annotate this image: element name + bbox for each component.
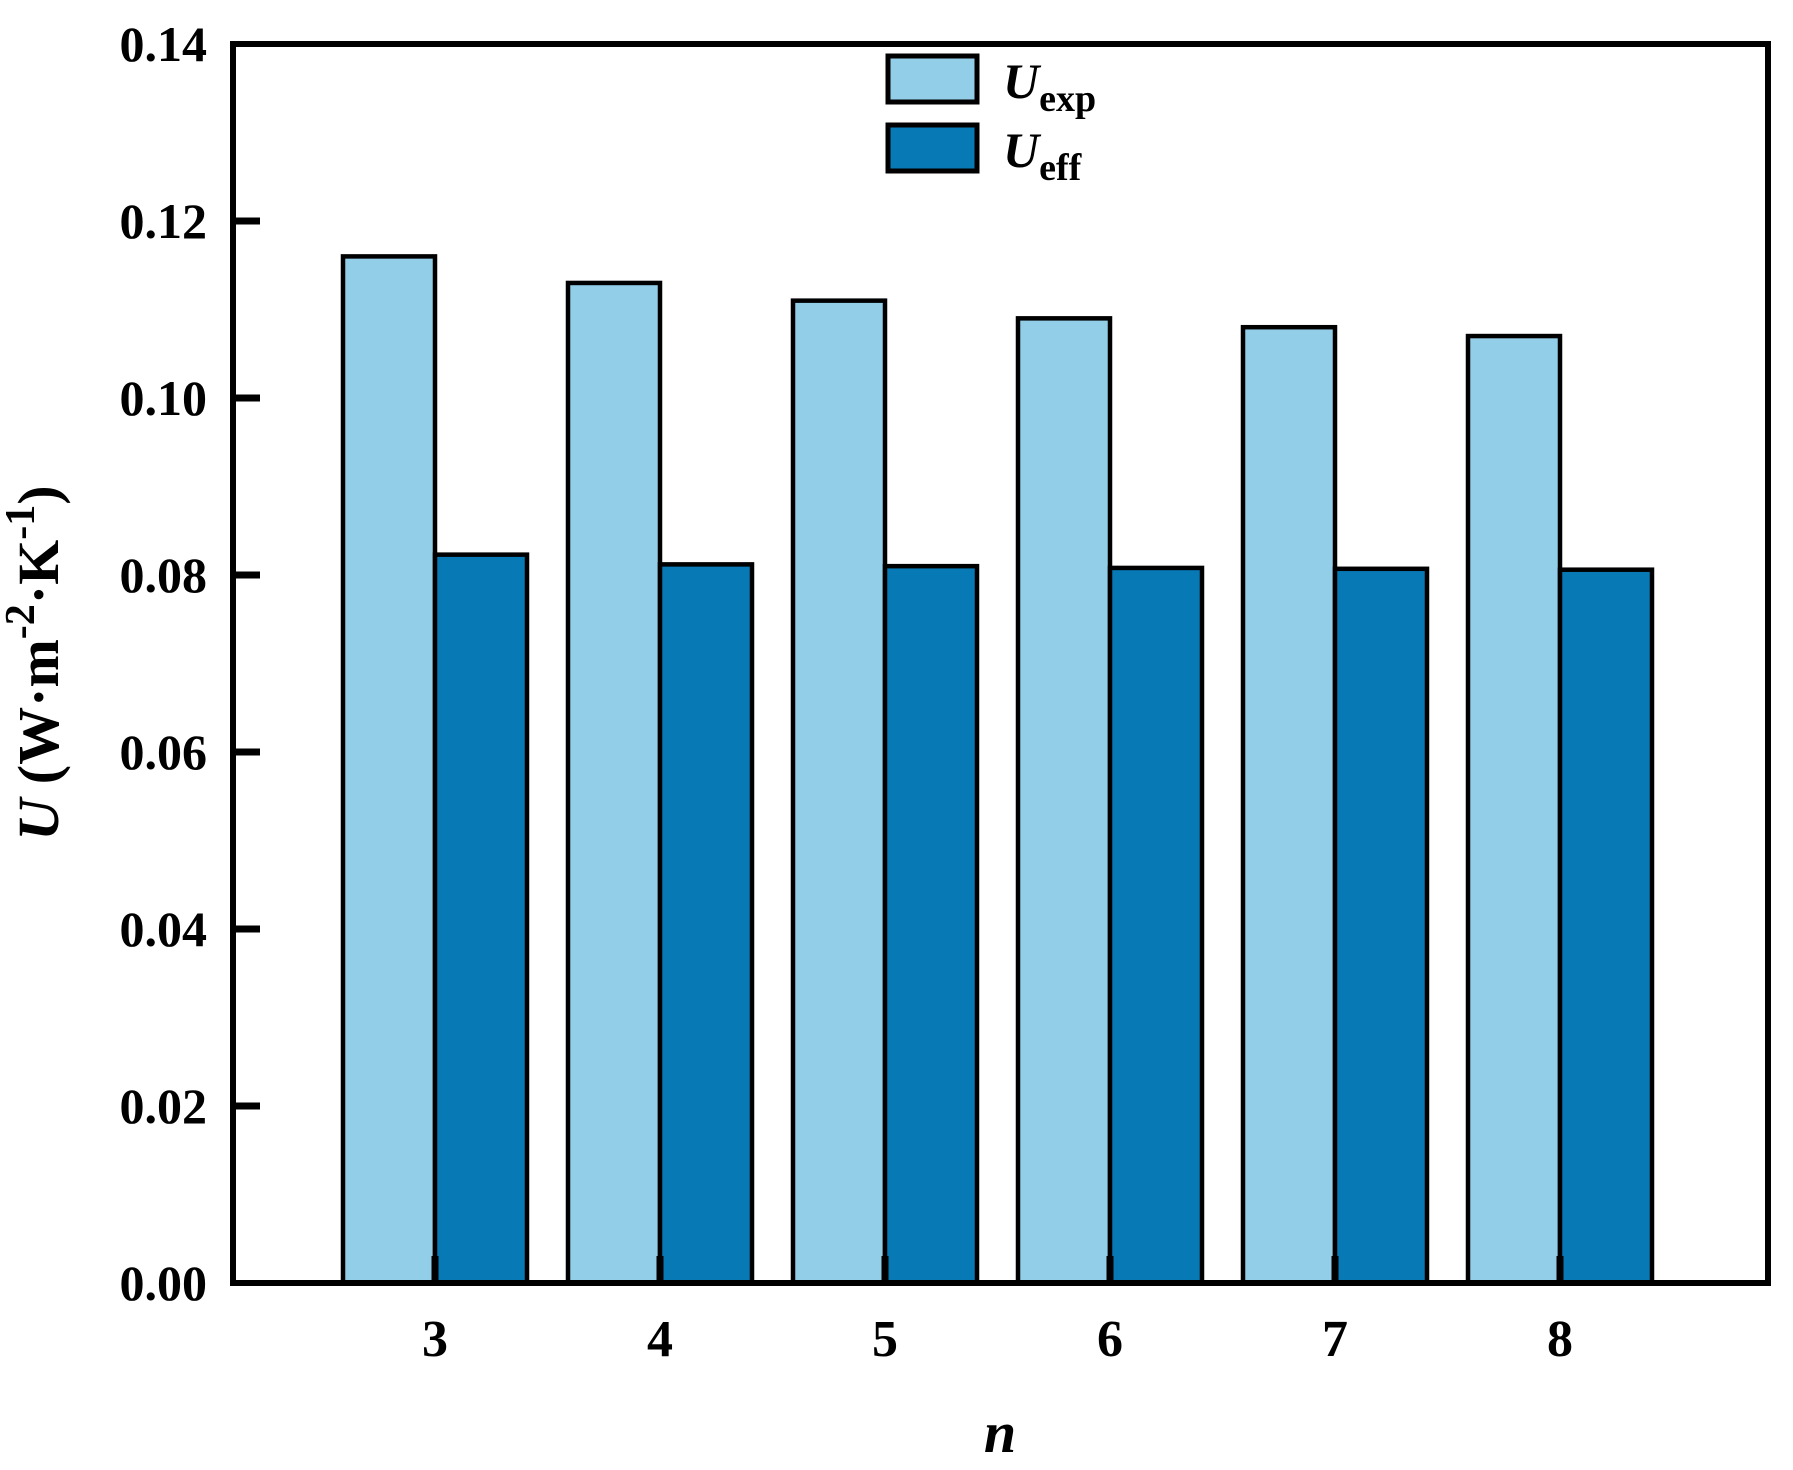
bar-uexp-n3 bbox=[340, 254, 438, 1286]
y-tick-label-0.00: 0.00 bbox=[120, 1255, 208, 1311]
tick-labels-layer: 0.00 0.02 0.04 0.06 0.08 0.10 0.12 0.14 3 4 5 6 7 8 bbox=[120, 16, 1574, 1368]
bar-ueff-n8 bbox=[1557, 567, 1655, 1286]
legend-label-uexp: Uexp bbox=[1003, 53, 1096, 120]
bar-uexp-n8 bbox=[1465, 333, 1563, 1286]
bar-ueff-n3 bbox=[432, 552, 530, 1286]
x-tick-label-8: 8 bbox=[1547, 1311, 1573, 1368]
y-axis-title: U (W·m-2·K-1) bbox=[0, 485, 71, 840]
bar-uexp-n5 bbox=[790, 298, 888, 1286]
x-tick-label-6: 6 bbox=[1097, 1311, 1123, 1368]
y-tick-label-0.14: 0.14 bbox=[120, 16, 208, 72]
bar-ueff-n6 bbox=[1107, 565, 1205, 1286]
bar-ueff-n5 bbox=[882, 563, 980, 1286]
plot-border bbox=[230, 41, 1771, 1286]
bar-ueff-n4 bbox=[657, 562, 755, 1286]
y-tick-label-0.08: 0.08 bbox=[120, 547, 208, 603]
bar-uexp-n7 bbox=[1240, 324, 1338, 1286]
bar-ueff-n7 bbox=[1332, 566, 1430, 1286]
x-tick-label-7: 7 bbox=[1322, 1311, 1348, 1368]
x-tick-label-3: 3 bbox=[422, 1311, 448, 1368]
x-axis-title: n bbox=[984, 1400, 1016, 1465]
bar-uexp-n6 bbox=[1015, 316, 1113, 1286]
y-tick-label-0.12: 0.12 bbox=[120, 193, 208, 249]
y-tick-label-0.10: 0.10 bbox=[120, 370, 208, 426]
ticks-layer bbox=[233, 217, 1564, 1283]
bar-uexp-n4 bbox=[565, 280, 663, 1286]
legend-swatch-ueff bbox=[885, 122, 980, 174]
legend-label-ueff: Ueff bbox=[1003, 122, 1083, 189]
legend-swatch-uexp bbox=[885, 53, 980, 105]
y-tick-label-0.02: 0.02 bbox=[120, 1078, 208, 1134]
x-tick-label-4: 4 bbox=[647, 1311, 673, 1368]
x-tick-label-5: 5 bbox=[872, 1311, 898, 1368]
y-tick-label-0.04: 0.04 bbox=[120, 901, 208, 957]
bars-layer bbox=[340, 254, 1655, 1286]
y-tick-label-0.06: 0.06 bbox=[120, 724, 208, 780]
